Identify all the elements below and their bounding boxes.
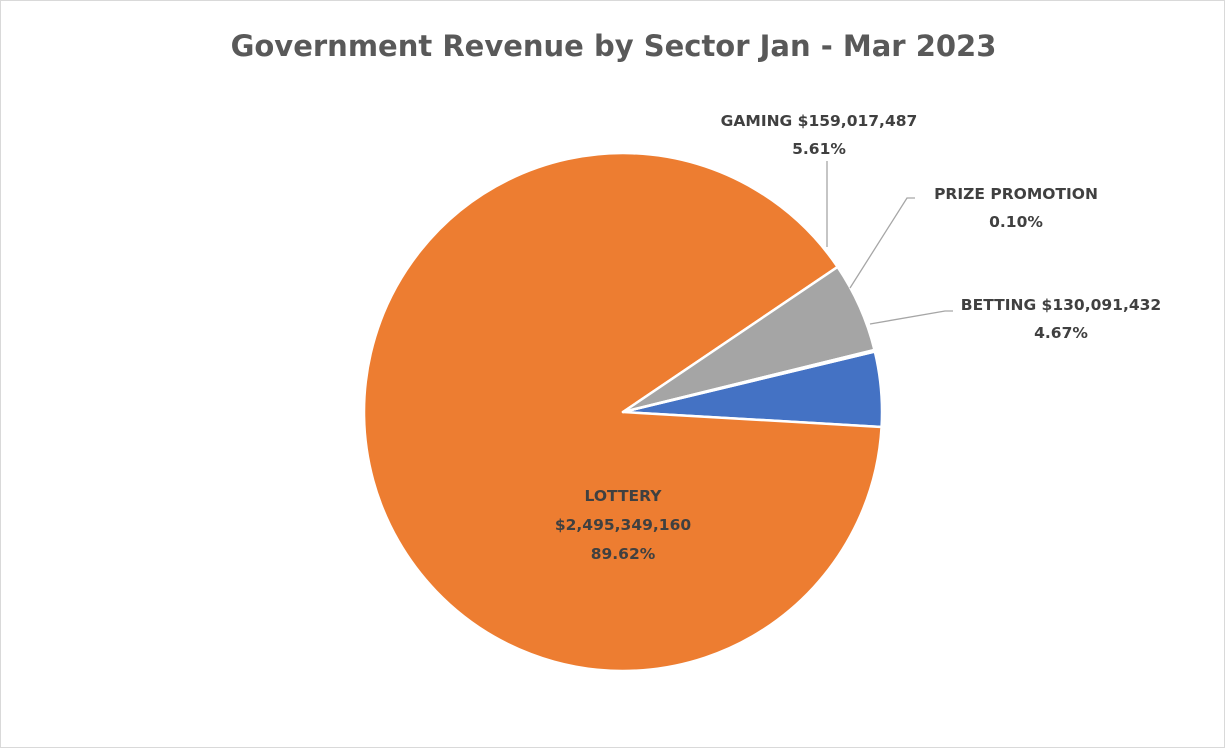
data-label-betting-name-value: BETTING $130,091,432 <box>961 296 1161 314</box>
leader-line-prize <box>849 197 915 289</box>
pie-slice-prize <box>621 348 877 414</box>
data-label-gaming-name-value: GAMING $159,017,487 <box>721 112 918 130</box>
data-label-gaming-percent: 5.61% <box>792 140 846 158</box>
data-label-lottery-percent: 89.62% <box>591 545 656 563</box>
data-label-betting-percent: 4.67% <box>1034 324 1088 342</box>
leader-line-betting <box>869 310 953 325</box>
data-label-lottery-name: LOTTERY <box>585 487 663 505</box>
data-label-lottery-value: $2,495,349,160 <box>555 516 692 534</box>
data-label-prize-name: PRIZE PROMOTION <box>934 185 1098 203</box>
chart-title: Government Revenue by Sector Jan - Mar 2… <box>230 29 997 63</box>
data-label-prize-percent: 0.10% <box>989 213 1043 231</box>
